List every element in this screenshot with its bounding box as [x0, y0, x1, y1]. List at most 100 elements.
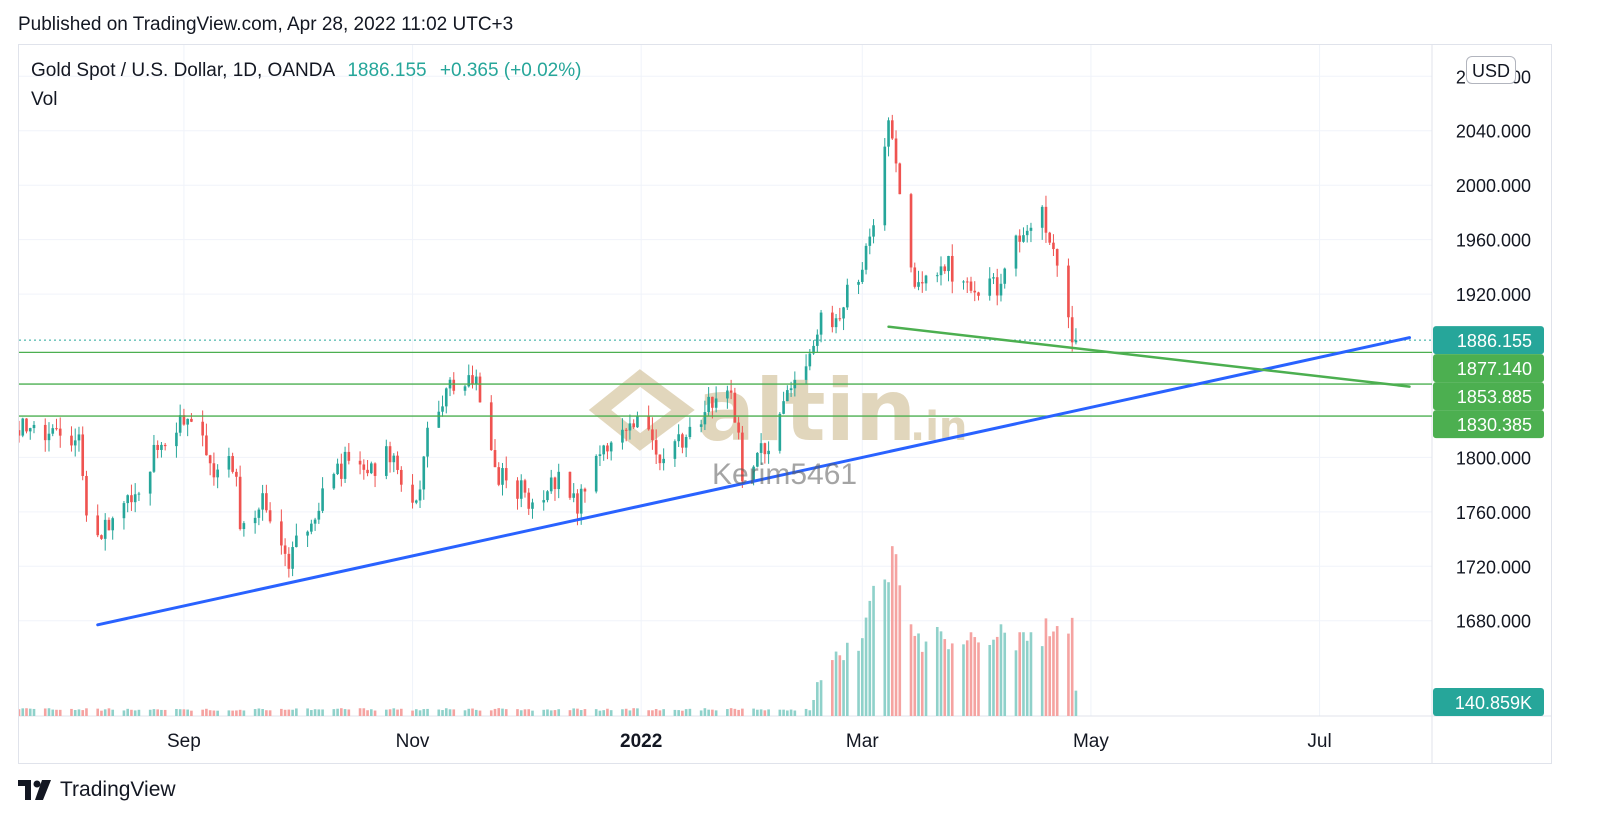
volume-bar	[733, 708, 737, 716]
volume-bar	[519, 710, 523, 716]
candle-body	[568, 471, 572, 498]
volume-bar	[703, 708, 707, 716]
volume-bar	[347, 709, 351, 716]
candle-body	[373, 463, 377, 476]
candle-body	[111, 518, 115, 531]
level-tag-bg	[1433, 354, 1544, 383]
legend-price: 1886.155	[347, 60, 427, 81]
candle-body	[1029, 227, 1033, 231]
volume-bar	[291, 709, 294, 716]
volume-bar	[845, 642, 849, 716]
candle-body	[107, 519, 111, 531]
candle-body	[1014, 235, 1018, 269]
candle-body	[287, 553, 291, 569]
volume-bar	[366, 710, 369, 716]
candle-body	[28, 428, 32, 432]
candle-body	[235, 471, 238, 477]
candle-body	[208, 455, 212, 464]
volume-bar	[58, 709, 62, 716]
volume-bar	[576, 708, 579, 716]
volume-bar	[549, 710, 553, 716]
volume-bar	[231, 710, 234, 716]
volume-tag-text: 140.859K	[1455, 693, 1532, 713]
candle-body	[186, 418, 189, 425]
candle-body	[812, 345, 815, 354]
candle-body	[947, 255, 950, 272]
volume-bar	[310, 710, 313, 716]
volume-tag-bg	[1433, 688, 1544, 716]
volume-bar	[808, 710, 812, 716]
candle-body	[399, 469, 403, 485]
x-tick-label: Sep	[167, 731, 201, 752]
candle-body	[238, 476, 242, 530]
volume-bar	[557, 709, 561, 716]
volume-bar	[579, 710, 583, 716]
volume-bar	[343, 709, 347, 716]
candle-body	[497, 467, 501, 485]
volume-bar	[178, 709, 182, 716]
volume-bar	[1014, 650, 1018, 716]
volume-bar	[909, 624, 913, 716]
trendline-neckline	[887, 325, 1411, 388]
candle-body	[73, 440, 77, 446]
volume-bar	[516, 709, 519, 716]
candle-body	[606, 445, 609, 452]
candle-body	[231, 456, 234, 472]
volume-bar	[201, 709, 204, 716]
volume-bar	[684, 709, 688, 716]
candle-body	[920, 282, 924, 284]
volume-bar	[677, 710, 680, 716]
candle-body	[1067, 265, 1070, 318]
candle-body	[572, 493, 576, 498]
currency-button[interactable]: USD	[1466, 56, 1516, 84]
candle-body	[965, 281, 969, 283]
candle-body	[103, 519, 107, 539]
candle-body	[767, 450, 770, 455]
level-tag-text: 1877.140	[1457, 359, 1532, 379]
candle-body	[422, 456, 426, 490]
x-tick-label: Nov	[396, 731, 430, 752]
volume-bar	[793, 710, 797, 716]
candle-body	[834, 318, 838, 328]
volume-bar	[160, 709, 163, 716]
chart-legend: Gold Spot / U.S. Dollar, 1D, OANDA 1886.…	[31, 60, 581, 82]
candle-body	[872, 225, 875, 237]
volume-bar	[362, 708, 366, 716]
volume-bar	[681, 710, 684, 716]
tradingview-logo-icon	[18, 780, 51, 800]
candle-body	[81, 434, 85, 476]
volume-bar	[531, 710, 534, 716]
volume-bar	[340, 708, 343, 716]
volume-bar	[729, 708, 733, 716]
volume-bar	[860, 638, 864, 716]
legend-change: +0.365 (+0.02%)	[439, 60, 582, 81]
volume-bar	[756, 709, 759, 716]
candle-body	[845, 284, 849, 308]
volume-bar	[741, 708, 744, 716]
candle-body	[1070, 317, 1074, 343]
volume-bar	[688, 708, 692, 716]
volume-bar	[999, 624, 1003, 716]
candle-body	[43, 424, 47, 441]
candle-body	[973, 290, 977, 293]
volume-bar	[977, 642, 980, 716]
candle-body	[178, 415, 182, 433]
volume-bar	[737, 709, 740, 716]
candle-body	[70, 435, 73, 446]
volume-bar	[950, 643, 954, 716]
volume-bar	[295, 708, 298, 716]
candle-body	[19, 430, 21, 436]
volume-bar	[100, 710, 103, 716]
candle-body	[306, 531, 309, 536]
volume-bar	[493, 708, 497, 716]
volume-bar	[842, 660, 845, 716]
candle-body	[943, 266, 947, 272]
chart-frame	[18, 44, 1552, 764]
candle-body	[321, 488, 324, 511]
candle-body	[995, 277, 999, 296]
volume-bar	[384, 709, 388, 716]
volume-bar	[152, 709, 156, 716]
candle-body	[654, 440, 658, 455]
candle-body	[609, 442, 613, 452]
